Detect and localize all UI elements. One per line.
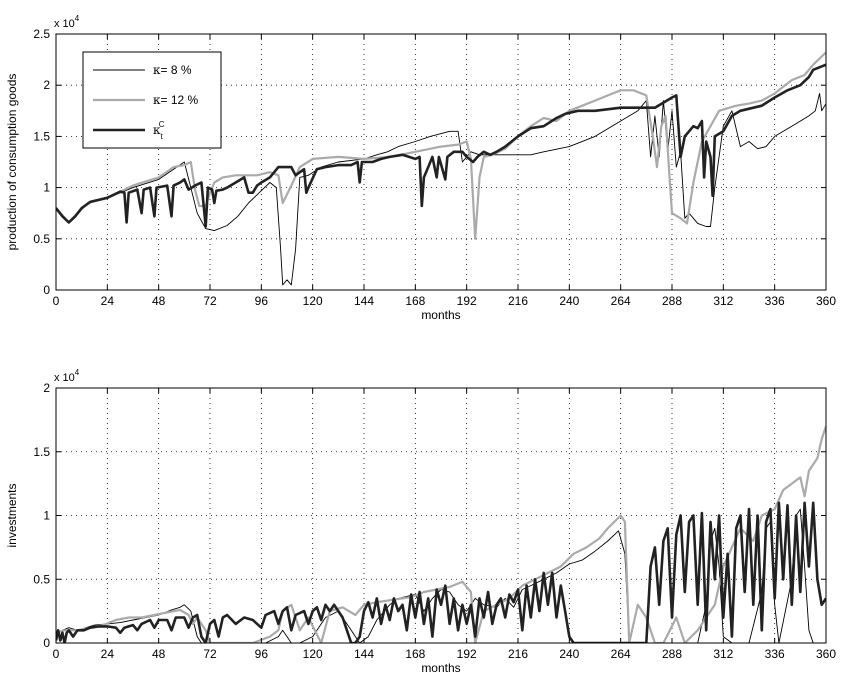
x-tick-label: 0 [53,647,60,661]
y-tick-label: 2.5 [33,27,50,41]
legend-value: = 12 % [161,93,199,107]
x-tick-label: 144 [354,294,374,308]
series-line-0 [56,92,826,286]
x-tick-label: 312 [713,647,733,661]
y-tick-label: 0 [43,283,50,297]
axes-frame [55,33,827,291]
y-tick-label: 1.5 [33,129,50,143]
x-tick-label: 144 [354,647,374,661]
legend: κ= 8 %κ= 12 %κtC [82,51,222,149]
x-tick-label: 216 [508,294,528,308]
x-tick-label: 360 [816,647,836,661]
legend-entry-label: κ= 8 % [153,63,192,77]
x-tick-label: 24 [101,647,115,661]
x-tick-label: 216 [508,647,528,661]
series-line-2 [56,63,826,228]
series-line-1 [56,51,826,240]
legend-entry-label: κ= 12 % [153,93,199,107]
x-tick-label: 48 [152,647,166,661]
series-group [56,425,826,643]
x-tick-label: 240 [559,294,579,308]
y-tick-label: 1.5 [33,445,50,459]
panel-production: 0 24 48 72 96 120 144 168 192 216 240 264 288 312 336 3… [5,14,836,322]
y-tick-label: 0.5 [33,232,50,246]
legend-subscript: t [161,132,164,141]
exponent-label: x 104 [54,14,80,30]
y-tick-label: 2 [43,381,50,395]
x-tick-label: 120 [303,647,323,661]
x-tick-label: 288 [662,647,682,661]
x-axis-label: months [421,308,460,322]
x-tick-label: 168 [405,647,425,661]
series-line-1 [56,425,826,643]
legend-value: = 8 % [161,63,192,77]
x-tick-label: 360 [816,294,836,308]
x-tick-label: 72 [203,647,217,661]
legend-kappa: κ [153,63,161,77]
panel-investments: 0 24 48 72 96 120 144 168 192 216 240 264 288 312 336 3… [5,368,836,675]
x-tick-label: 192 [457,294,477,308]
x-tick-label: 312 [713,294,733,308]
exponent-label: x 104 [54,368,80,384]
x-tick-label: 168 [405,294,425,308]
y-tick-label: 1 [43,509,50,523]
x-tick-label: 264 [611,647,631,661]
x-tick-label: 264 [611,294,631,308]
legend-entry-label: κtC [153,120,165,141]
y-tick-label: 0 [43,636,50,650]
y-tick-label: 2 [43,78,50,92]
legend-kappa: κ [153,93,161,107]
series-line-2 [56,501,826,643]
x-tick-label: 336 [765,294,785,308]
x-tick-label: 48 [152,294,166,308]
x-tick-label: 240 [559,647,579,661]
x-tick-label: 96 [255,294,269,308]
y-tick-label: 1 [43,181,50,195]
x-tick-label: 0 [53,294,60,308]
y-tick-label: 0.5 [33,572,50,586]
exponent-power: 4 [75,368,80,377]
y-axis-label: investments [5,483,19,547]
legend-kappa: κ [153,123,161,137]
legend-superscript: C [159,120,165,129]
y-axis-label: production of consumption goods [5,74,19,251]
x-tick-label: 120 [303,294,323,308]
x-tick-label: 72 [203,294,217,308]
x-tick-label: 288 [662,294,682,308]
x-tick-label: 24 [101,294,115,308]
series-group [56,51,826,286]
x-tick-label: 192 [457,647,477,661]
exponent-power: 4 [75,14,80,23]
x-tick-label: 96 [255,647,269,661]
x-tick-label: 336 [765,647,785,661]
x-axis-label: months [421,661,460,675]
